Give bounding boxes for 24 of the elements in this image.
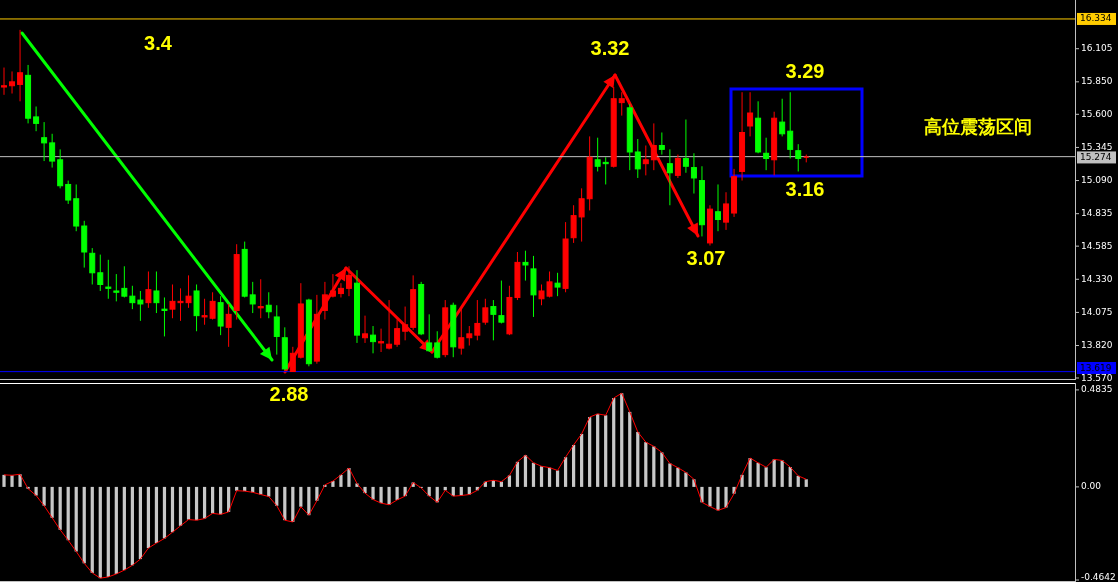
y-tick-label: 15.090 (1081, 175, 1113, 186)
y-tick-label: 14.585 (1081, 240, 1113, 251)
annotation: 3.4 (144, 32, 173, 55)
annotation: 2.88 (269, 383, 309, 406)
annotation: 高位震荡区间 (924, 116, 1032, 137)
y-tick-label: 14.330 (1081, 273, 1113, 284)
y-tick-label: 15.345 (1081, 141, 1113, 152)
y-tick-label: 13.570 (1081, 372, 1113, 383)
ref-line-label: 13.619 (1080, 362, 1112, 373)
y-tick-label: 15.850 (1081, 76, 1113, 87)
annotation: 3.16 (785, 178, 825, 201)
ref-line-label: 16.334 (1080, 13, 1112, 24)
y-tick-label: 14.835 (1081, 208, 1113, 219)
ref-line-label: 15.274 (1080, 151, 1112, 162)
y-tick-label: 16.105 (1081, 43, 1113, 54)
annotation: 3.07 (686, 247, 726, 270)
y-tick-label: 14.075 (1081, 306, 1113, 317)
y-tick-label: 13.820 (1081, 340, 1113, 351)
annotation: 3.29 (785, 60, 825, 83)
annotation: 3.32 (590, 37, 630, 60)
y-tick-label: 0.00 (1081, 481, 1102, 492)
y-tick-label: 0.4835 (1081, 384, 1113, 395)
y-tick-label: 15.600 (1081, 108, 1113, 119)
y-tick-label: -0.4642 (1081, 571, 1116, 582)
